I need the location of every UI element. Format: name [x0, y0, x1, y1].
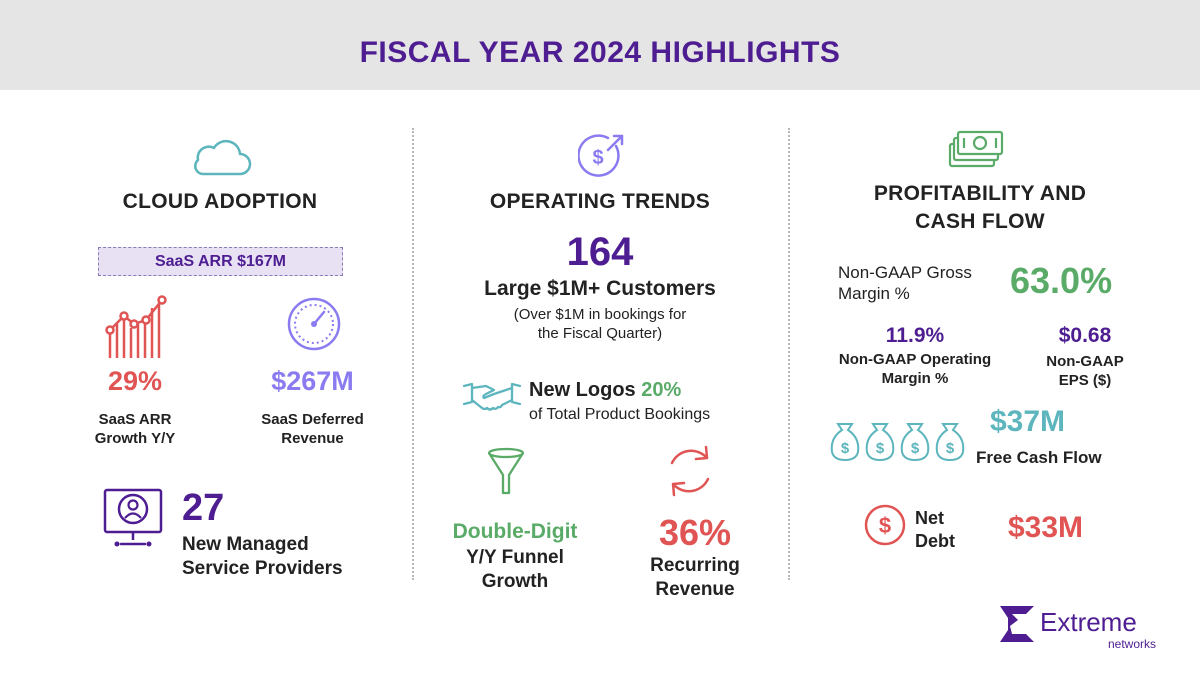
large-customers-label: Large $1M+ Customers — [484, 277, 716, 300]
large-customers-value: 164 — [566, 230, 634, 274]
header-band — [0, 0, 1200, 90]
svg-text:$: $ — [911, 440, 920, 457]
saas-deferred-revenue-label-line2: Revenue — [281, 430, 344, 447]
funnel-growth-label-line1: Y/Y Funnel — [466, 547, 564, 568]
profitability-heading-line1: PROFITABILITY AND — [873, 182, 1087, 205]
money-stack-icon — [948, 128, 1004, 170]
page-title: FISCAL YEAR 2024 HIGHLIGHTS — [359, 36, 841, 69]
funnel-icon — [486, 447, 526, 497]
new-msp-label-line2: Service Providers — [182, 558, 343, 579]
handshake-icon — [462, 378, 522, 414]
dollar-circle-icon: $ — [863, 503, 907, 547]
saas-deferred-revenue-label: SaaS Deferred Revenue — [235, 410, 390, 448]
profitability-heading: PROFITABILITY AND CASH FLOW — [830, 180, 1130, 236]
cloud-icon — [190, 136, 252, 178]
brand-sub: networks — [1108, 637, 1157, 651]
new-msp-value: 27 — [182, 487, 225, 529]
eps-label: Non-GAAP EPS ($) — [1030, 352, 1140, 390]
dollar-growth-icon: $ — [578, 132, 628, 178]
gross-margin-value: 63.0% — [1010, 260, 1113, 301]
gauge-icon — [286, 296, 342, 352]
large-customers-note: (Over $1M in bookings for the Fiscal Qua… — [440, 305, 760, 343]
net-debt-label: Net Debt — [915, 507, 955, 553]
new-msp-label-line1: New Managed — [182, 534, 309, 555]
operating-margin-value: 11.9% — [885, 324, 945, 347]
svg-text:$: $ — [841, 440, 850, 457]
saas-arr-growth-label-line2: Growth Y/Y — [94, 430, 176, 447]
new-msp-label: New Managed Service Providers — [182, 533, 382, 581]
saas-deferred-revenue-value: $267M — [271, 366, 354, 396]
recurring-revenue-label-line2: Revenue — [655, 579, 735, 600]
net-debt-label-line1: Net — [915, 508, 945, 528]
saas-arr-badge-text: SaaS ARR $167M — [154, 252, 287, 270]
growth-chart-icon — [104, 294, 168, 360]
recurring-revenue-value: 36% — [658, 512, 732, 553]
net-debt-label-line2: Debt — [915, 531, 955, 551]
net-debt-value: $33M — [1008, 511, 1084, 544]
refresh-cycle-icon — [662, 443, 718, 499]
operating-margin-label-line1: Non-GAAP Operating — [838, 351, 992, 368]
recurring-revenue-label-line1: Recurring — [650, 555, 740, 576]
money-bags-icon: $ $ $ $ — [828, 418, 968, 462]
saas-arr-badge: SaaS ARR $167M — [98, 247, 343, 276]
free-cash-flow-value: $37M — [990, 405, 1066, 438]
free-cash-flow-label: Free Cash Flow — [976, 448, 1102, 467]
svg-text:$: $ — [592, 147, 603, 169]
operating-trends-heading: OPERATING TRENDS — [489, 190, 711, 213]
column-divider-right — [788, 128, 790, 580]
new-logos-value: 20% — [641, 379, 682, 401]
large-customers-note-line2: the Fiscal Quarter) — [537, 325, 663, 342]
saas-arr-growth-value: 29% — [107, 366, 163, 396]
eps-value: $0.68 — [1058, 324, 1112, 347]
brand-name: Extreme — [1040, 607, 1137, 637]
gross-margin-label-line1: Non-GAAP Gross — [838, 263, 972, 282]
svg-text:$: $ — [879, 513, 891, 538]
operating-margin-label-line2: Margin % — [881, 370, 949, 387]
funnel-growth-label-line2: Growth — [481, 571, 549, 592]
new-logos-suffix: of Total Product Bookings — [529, 406, 711, 423]
extreme-logo-icon — [1000, 606, 1034, 642]
funnel-growth-value: Double-Digit — [452, 520, 578, 543]
svg-text:$: $ — [876, 440, 885, 457]
eps-label-line1: Non-GAAP — [1046, 353, 1124, 370]
cloud-adoption-heading: CLOUD ADOPTION — [122, 190, 318, 213]
svg-text:$: $ — [946, 440, 955, 457]
large-customers-note-line1: (Over $1M in bookings for — [513, 306, 687, 323]
funnel-growth-label: Y/Y Funnel Growth — [425, 546, 605, 594]
new-logos-label: New Logos — [529, 379, 636, 401]
saas-arr-growth-label-line1: SaaS ARR — [98, 411, 172, 428]
monitor-user-icon — [103, 488, 163, 550]
saas-deferred-revenue-label-line1: SaaS Deferred — [261, 411, 364, 428]
new-logos-line: New Logos 20% — [529, 379, 681, 402]
gross-margin-label: Non-GAAP Gross Margin % — [838, 262, 998, 304]
operating-margin-label: Non-GAAP Operating Margin % — [815, 350, 1015, 388]
saas-arr-growth-label: SaaS ARR Growth Y/Y — [80, 410, 190, 448]
profitability-heading-line2: CASH FLOW — [915, 210, 1045, 233]
eps-label-line2: EPS ($) — [1058, 372, 1112, 389]
recurring-revenue-label: Recurring Revenue — [620, 554, 770, 602]
gross-margin-label-line2: Margin % — [838, 284, 910, 303]
column-divider-left — [412, 128, 414, 580]
